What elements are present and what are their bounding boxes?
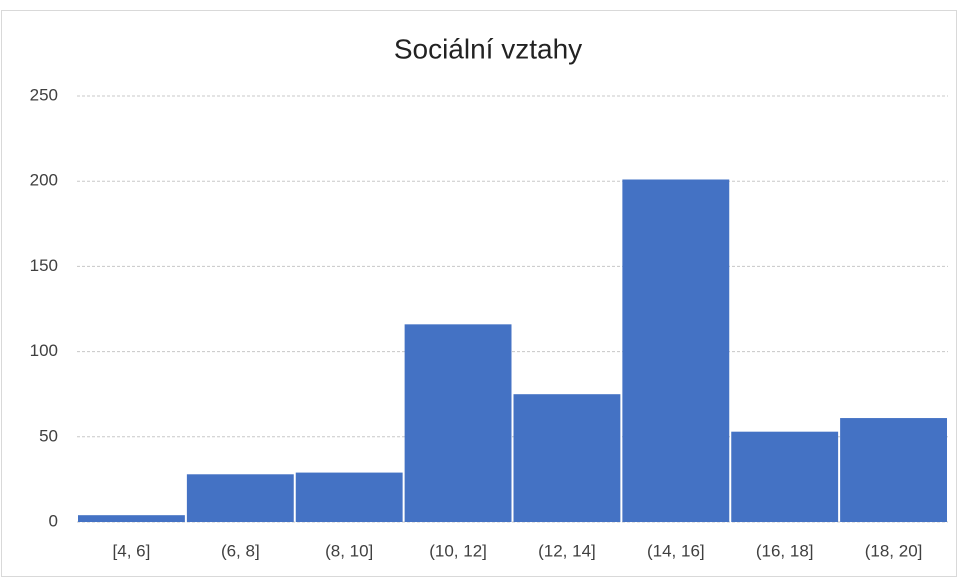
x-tick-label: [4, 6] (113, 541, 151, 560)
y-tick-label: 250 (30, 85, 58, 104)
bar (186, 474, 294, 522)
bar (840, 418, 947, 522)
bar (295, 472, 403, 522)
y-tick-label: 150 (30, 256, 58, 275)
x-tick-label: (6, 8] (221, 541, 260, 560)
x-tick-label: (12, 14] (538, 541, 596, 560)
y-tick-label: 100 (30, 341, 58, 360)
y-tick-label: 200 (30, 171, 58, 190)
x-tick-label: (18, 20] (865, 541, 923, 560)
chart-title: Sociální vztahy (394, 33, 582, 64)
bar (731, 431, 839, 522)
bar (404, 324, 512, 522)
bar (622, 179, 730, 522)
y-tick-label: 50 (39, 426, 58, 445)
x-tick-label: (14, 16] (647, 541, 705, 560)
x-tick-label: (16, 18] (756, 541, 814, 560)
x-tick-label: (8, 10] (325, 541, 373, 560)
bar (78, 515, 185, 522)
y-tick-label: 0 (49, 511, 58, 530)
x-tick-label: (10, 12] (429, 541, 487, 560)
bar (513, 394, 621, 522)
